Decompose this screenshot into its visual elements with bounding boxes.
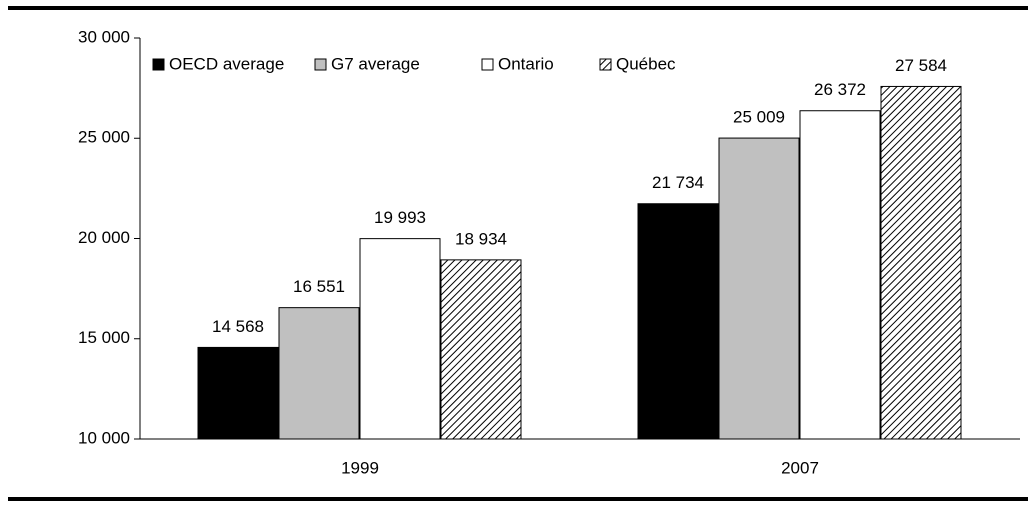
y-tick-label: 25 000 xyxy=(78,128,130,147)
legend-swatch xyxy=(314,58,327,71)
y-tick-label: 20 000 xyxy=(78,228,130,247)
legend-swatch xyxy=(152,58,165,71)
y-tick-label: 10 000 xyxy=(78,428,130,447)
y-tick-label: 30 000 xyxy=(78,27,130,46)
value-label: 27 584 xyxy=(895,56,947,75)
bar xyxy=(197,346,279,440)
x-tick-label: 1999 xyxy=(341,458,379,477)
value-label: 26 372 xyxy=(814,80,866,99)
value-label: 19 993 xyxy=(374,208,426,227)
bar xyxy=(637,203,719,440)
bar xyxy=(440,259,522,440)
y-tick-label: 15 000 xyxy=(78,328,130,347)
value-label: 18 934 xyxy=(455,229,507,248)
legend-label: G7 average xyxy=(331,54,420,73)
bar xyxy=(278,307,360,440)
legend-swatch xyxy=(481,58,494,71)
bar xyxy=(799,110,881,440)
x-tick-label: 2007 xyxy=(781,458,819,477)
value-label: 16 551 xyxy=(293,277,345,296)
legend-label: Ontario xyxy=(498,54,554,73)
value-label: 21 734 xyxy=(652,173,704,192)
legend-label: Québec xyxy=(616,54,676,73)
bar xyxy=(718,137,800,440)
legend-label: OECD average xyxy=(169,54,284,73)
bar xyxy=(880,85,962,440)
top-rule xyxy=(8,6,1028,10)
value-label: 25 009 xyxy=(733,108,785,127)
value-label: 14 568 xyxy=(212,317,264,336)
bottom-rule xyxy=(8,497,1028,501)
legend-swatch xyxy=(599,58,612,71)
bar xyxy=(359,238,441,440)
